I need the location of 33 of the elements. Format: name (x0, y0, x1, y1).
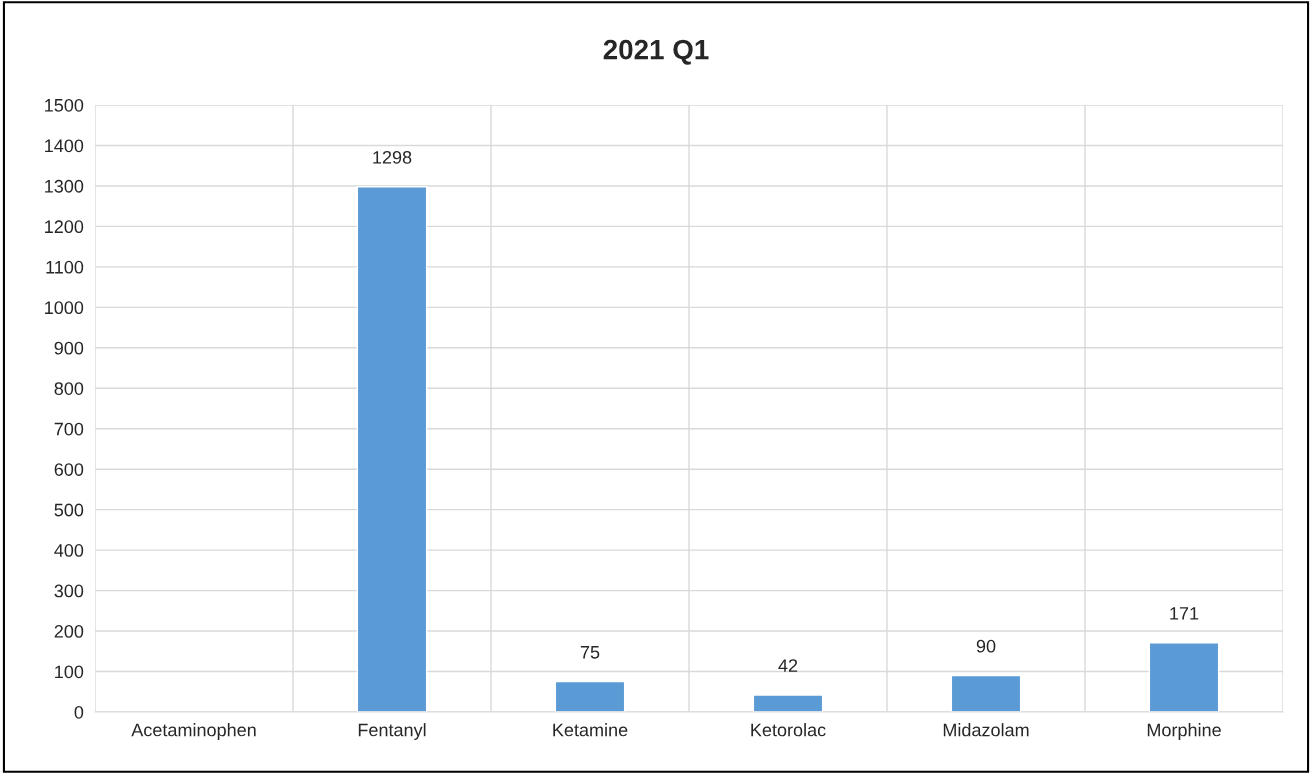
y-tick-label: 500 (54, 503, 84, 517)
data-label: 171 (1170, 607, 1199, 620)
y-tick-label: 1400 (45, 139, 84, 153)
data-label: 42 (778, 659, 798, 672)
y-tick-label: 1500 (45, 98, 84, 112)
bar (950, 674, 1022, 712)
chart-title: 2021 Q1 (603, 39, 709, 65)
y-tick-label: 600 (54, 463, 84, 476)
y-tick-label: 100 (55, 665, 84, 679)
y-tick-label: 700 (54, 422, 84, 436)
x-tick-label: Midazolam (943, 723, 1029, 737)
bar (356, 186, 428, 712)
data-label: 90 (976, 639, 996, 653)
y-tick-label: 900 (54, 341, 84, 355)
data-label: 75 (580, 646, 600, 659)
x-tick-label: Morphine (1147, 723, 1221, 740)
y-tick-label: 200 (54, 625, 84, 638)
y-tick-label: 400 (54, 544, 84, 557)
y-tick-label: 1000 (45, 301, 84, 315)
y-tick-label: 0 (74, 705, 84, 719)
bar (752, 694, 824, 712)
x-tick-label: Acetaminophen (131, 723, 256, 740)
x-tick-label: Fentanyl (358, 723, 426, 740)
data-label: 1298 (373, 150, 412, 164)
x-tick-label: Ketorolac (751, 723, 826, 737)
y-tick-label: 1100 (46, 260, 84, 274)
y-tick-label: 1200 (45, 220, 84, 234)
y-tick-label: 1300 (45, 179, 84, 193)
x-tick-label: Ketamine (553, 723, 628, 737)
y-tick-label: 800 (54, 382, 84, 395)
bar (554, 680, 626, 712)
bar (1148, 642, 1220, 712)
y-tick-label: 300 (54, 584, 84, 598)
